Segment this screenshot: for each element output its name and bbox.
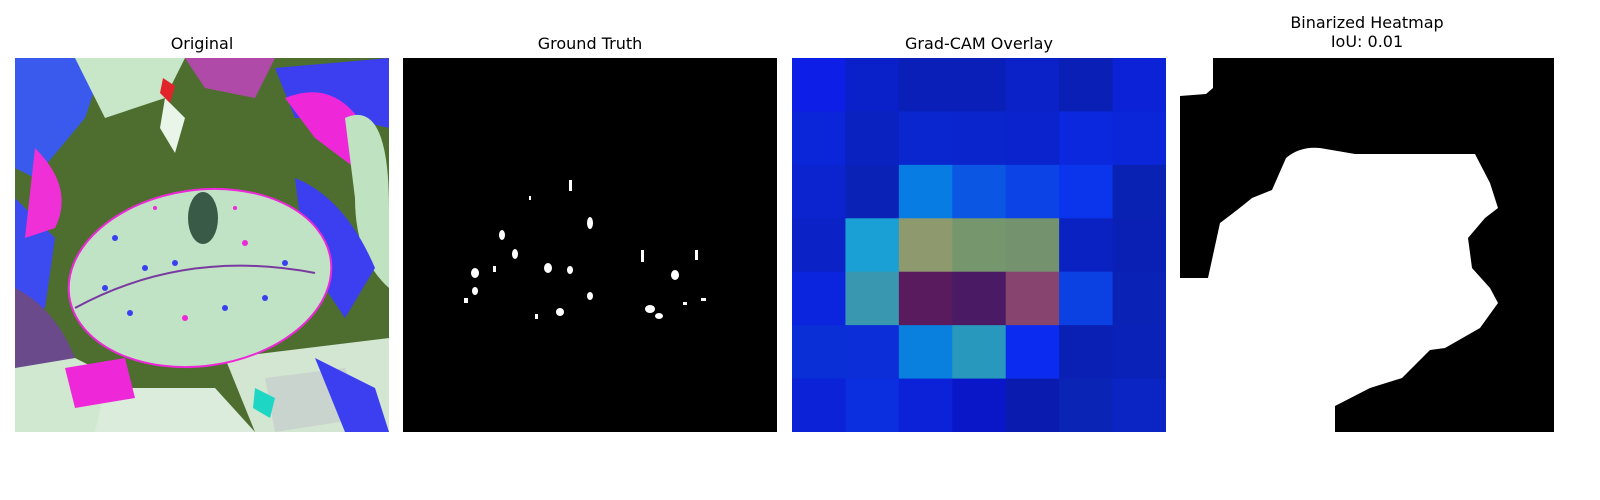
gradcam-cell (845, 325, 900, 380)
gradcam-cell (792, 164, 846, 219)
gradcam-cell (1112, 378, 1166, 432)
gradcam-cell (1005, 218, 1060, 273)
gradcam-cell (1059, 218, 1114, 273)
gradcam-cell (1005, 111, 1060, 166)
original-panel: Original (15, 0, 389, 432)
iou-label: IoU: 0.01 (1330, 32, 1404, 51)
gradcam-cell (1059, 111, 1114, 166)
gradcam-cell (1112, 325, 1166, 380)
gradcam-cell (1005, 378, 1060, 432)
gradcam-cell (952, 164, 1007, 219)
gradcam-cell (898, 58, 953, 112)
binarized-mask (1180, 58, 1554, 432)
gradcam-cell (845, 164, 900, 219)
gradcam-cell (845, 218, 900, 273)
gradcam-cell (1112, 218, 1166, 273)
gradcam-cell (898, 271, 953, 326)
gradcam-cell (1059, 164, 1114, 219)
gradcam-cell (898, 164, 953, 219)
gradcam-cell (1112, 58, 1166, 112)
gradcam-cell (1005, 58, 1060, 112)
gradcam-cell (952, 378, 1007, 432)
gradcam-cell (792, 325, 846, 380)
gradcam-cell (1059, 378, 1114, 432)
gradcam-cell (792, 218, 846, 273)
gradcam-cell (792, 58, 846, 112)
gradcam-cell (898, 218, 953, 273)
gradcam-cell (792, 111, 846, 166)
gradcam-cell (898, 111, 953, 166)
gradcam-cell (898, 378, 953, 432)
original-title: Original (170, 34, 234, 53)
binarized-title: Binarized Heatmap (1290, 13, 1444, 32)
gradcam-cell (1005, 325, 1060, 380)
gradcam-cell (1005, 164, 1060, 219)
gradcam-panel: Grad-CAM Overlay (792, 0, 1166, 432)
gradcam-cell (792, 378, 846, 432)
ground-truth-title: Ground Truth (537, 34, 643, 53)
gradcam-cell (952, 218, 1007, 273)
gradcam-cell (898, 325, 953, 380)
binarized-panel: Binarized Heatmap IoU: 0.01 (1180, 0, 1554, 432)
gradcam-cell (845, 111, 900, 166)
gradcam-cell (952, 58, 1007, 112)
gradcam-cell (1112, 164, 1166, 219)
gradcam-cell (1112, 111, 1166, 166)
gradcam-cell (1059, 58, 1114, 112)
gradcam-heatmap (792, 58, 1166, 432)
original-image (15, 58, 389, 432)
gradcam-cell (1112, 271, 1166, 326)
gradcam-cell (1059, 271, 1114, 326)
ground-truth-panel: Ground Truth (403, 0, 777, 432)
gradcam-cell (1005, 271, 1060, 326)
gradcam-cell (845, 378, 900, 432)
gradcam-title: Grad-CAM Overlay (905, 34, 1053, 53)
gradcam-cell (1059, 325, 1114, 380)
gradcam-cell (845, 58, 900, 112)
ground-truth-mask (403, 58, 777, 432)
gradcam-cell (792, 271, 846, 326)
gradcam-cell (952, 325, 1007, 380)
gradcam-cell (952, 111, 1007, 166)
gradcam-cell (952, 271, 1007, 326)
gradcam-cell (845, 271, 900, 326)
